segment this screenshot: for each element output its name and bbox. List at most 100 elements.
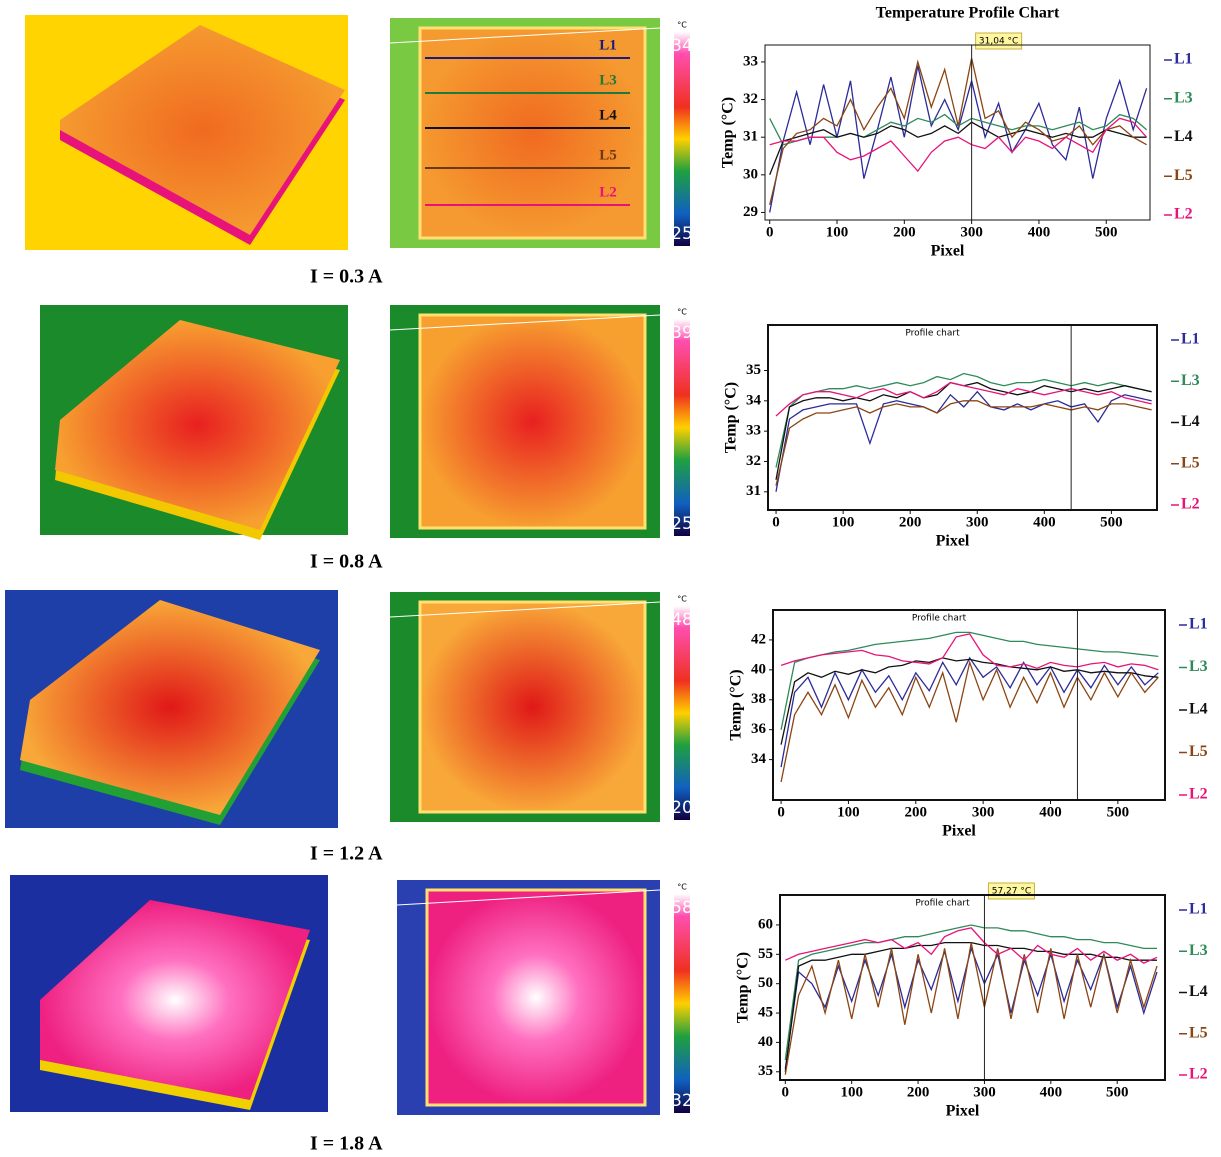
x-tick-label: 100 bbox=[832, 514, 855, 530]
y-tick-label: 34 bbox=[751, 751, 767, 767]
x-tick-label: 300 bbox=[972, 804, 995, 820]
legend-label: L4 bbox=[1174, 128, 1193, 145]
colorbar-min: 25 bbox=[671, 514, 693, 534]
legend-label: L5 bbox=[1189, 1024, 1208, 1041]
x-tick-label: 500 bbox=[1095, 224, 1118, 240]
legend-label: L3 bbox=[1181, 372, 1200, 389]
legend-label: L1 bbox=[1189, 616, 1208, 633]
plot-frame bbox=[780, 895, 1165, 1080]
y-tick-label: 32 bbox=[746, 453, 761, 469]
colorbar bbox=[674, 319, 690, 536]
legend-label: L3 bbox=[1189, 658, 1208, 675]
x-tick-label: 200 bbox=[907, 1084, 930, 1100]
series-line bbox=[776, 392, 1152, 492]
current-label: I = 1.2 A bbox=[310, 843, 383, 865]
colorbar-unit: °C bbox=[677, 883, 687, 892]
profile-line-label: L1 bbox=[599, 37, 617, 53]
legend-label: L3 bbox=[1189, 942, 1208, 959]
x-tick-label: 400 bbox=[1040, 1084, 1063, 1100]
plot-frame bbox=[773, 610, 1165, 800]
x-axis-label: Pixel bbox=[946, 1103, 980, 1120]
colorbar-unit: °C bbox=[677, 21, 687, 30]
legend-label: L4 bbox=[1181, 413, 1200, 430]
chart-title: Profile chart bbox=[915, 899, 970, 909]
x-tick-label: 400 bbox=[1033, 514, 1056, 530]
legend-label: L5 bbox=[1174, 167, 1193, 184]
colorbar bbox=[674, 894, 690, 1113]
profile-line-label: L3 bbox=[599, 72, 617, 88]
thermal-2d-chip bbox=[420, 315, 645, 528]
y-tick-label: 35 bbox=[758, 1063, 773, 1079]
current-label: I = 0.3 A bbox=[310, 266, 383, 288]
x-axis-label: Pixel bbox=[942, 823, 976, 840]
y-tick-label: 33 bbox=[743, 53, 758, 69]
series-line bbox=[781, 658, 1158, 767]
legend-label: L2 bbox=[1174, 206, 1193, 223]
y-tick-label: 40 bbox=[751, 661, 766, 677]
x-tick-label: 100 bbox=[837, 804, 860, 820]
y-tick-label: 29 bbox=[743, 204, 758, 220]
x-tick-label: 0 bbox=[772, 514, 780, 530]
profile-line-label: L2 bbox=[599, 184, 617, 200]
colorbar bbox=[674, 606, 690, 820]
profile-line-label: L5 bbox=[599, 147, 617, 163]
y-tick-label: 31 bbox=[746, 483, 761, 499]
chart-title: Profile chart bbox=[912, 614, 967, 624]
y-tick-label: 36 bbox=[751, 721, 767, 737]
colorbar-unit: °C bbox=[677, 595, 687, 604]
x-tick-label: 400 bbox=[1028, 224, 1051, 240]
x-tick-label: 100 bbox=[826, 224, 849, 240]
chart-title: Profile chart bbox=[905, 329, 960, 339]
x-tick-label: 200 bbox=[899, 514, 922, 530]
series-line bbox=[776, 383, 1152, 480]
legend-label: L5 bbox=[1181, 454, 1200, 471]
colorbar-max: 58 bbox=[671, 898, 693, 918]
legend-label: L1 bbox=[1189, 901, 1208, 918]
x-axis-label: Pixel bbox=[936, 533, 970, 550]
legend-label: L5 bbox=[1189, 743, 1208, 760]
series-line bbox=[785, 943, 1157, 1075]
x-tick-label: 300 bbox=[973, 1084, 996, 1100]
y-tick-label: 40 bbox=[758, 1034, 773, 1050]
series-line bbox=[781, 632, 1158, 729]
y-tick-label: 35 bbox=[746, 362, 761, 378]
x-tick-label: 500 bbox=[1100, 514, 1123, 530]
x-tick-label: 200 bbox=[893, 224, 916, 240]
series-line bbox=[770, 66, 1147, 213]
legend-label: L2 bbox=[1189, 786, 1208, 803]
y-tick-label: 55 bbox=[758, 946, 773, 962]
x-tick-label: 0 bbox=[777, 804, 785, 820]
thermal-2d-chip bbox=[420, 602, 645, 812]
y-tick-label: 45 bbox=[758, 1004, 773, 1020]
y-axis-label: Temp (°C) bbox=[728, 669, 745, 740]
x-tick-label: 500 bbox=[1106, 1084, 1129, 1100]
colorbar bbox=[674, 32, 690, 246]
series-line bbox=[781, 662, 1158, 782]
x-tick-label: 300 bbox=[966, 514, 989, 530]
current-label: I = 0.8 A bbox=[310, 551, 383, 573]
plot-frame bbox=[768, 325, 1157, 510]
x-tick-label: 100 bbox=[840, 1084, 863, 1100]
thermal-2d-chip bbox=[420, 28, 645, 238]
current-label: I = 1.8 A bbox=[310, 1133, 383, 1155]
chart-title: Temperature Profile Chart bbox=[876, 5, 1060, 22]
x-tick-label: 500 bbox=[1107, 804, 1130, 820]
y-tick-label: 38 bbox=[751, 691, 766, 707]
legend-label: L3 bbox=[1174, 89, 1193, 106]
colorbar-max: 39 bbox=[671, 323, 693, 343]
colorbar-min: 25 bbox=[671, 224, 693, 244]
colorbar-max: 48 bbox=[671, 610, 693, 630]
series-line bbox=[776, 374, 1152, 468]
legend-label: L2 bbox=[1189, 1066, 1208, 1083]
y-axis-label: Temp (°C) bbox=[735, 952, 752, 1023]
legend-label: L4 bbox=[1189, 701, 1208, 718]
x-tick-label: 0 bbox=[782, 1084, 790, 1100]
x-axis-label: Pixel bbox=[931, 243, 965, 260]
legend-label: L1 bbox=[1181, 331, 1200, 348]
y-tick-label: 31 bbox=[743, 129, 758, 145]
y-tick-label: 33 bbox=[746, 423, 761, 439]
legend-label: L4 bbox=[1189, 983, 1208, 1000]
series-line bbox=[776, 401, 1152, 486]
x-tick-label: 400 bbox=[1039, 804, 1062, 820]
y-axis-label: Temp (°C) bbox=[723, 382, 740, 453]
